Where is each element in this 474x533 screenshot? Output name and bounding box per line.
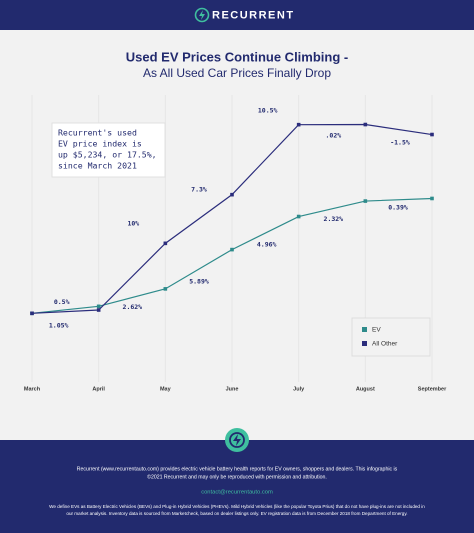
footer-text: Recurrent (www.recurrentauto.com) provid…: [77, 466, 398, 472]
x-tick-label: May: [160, 386, 172, 392]
data-label: -1.5%: [390, 139, 410, 147]
data-label: .02%: [326, 132, 342, 140]
legend-swatch: [362, 327, 367, 332]
point: [296, 122, 301, 127]
point: [363, 122, 368, 127]
chart-subtitle: As All Used Car Prices Finally Drop: [143, 66, 331, 80]
point: [363, 199, 368, 203]
x-tick-label: April: [92, 386, 105, 392]
annotation-text: Recurrent's used: [58, 128, 137, 138]
annotation-text: EV price index is: [58, 139, 142, 149]
footer-note: We define EVs as Battery Electric Vehicl…: [49, 504, 425, 509]
data-label: 1.05%: [49, 321, 69, 329]
point: [430, 132, 434, 137]
annotation-text: up $5,234, or 17.5%,: [58, 150, 157, 160]
footer-text: ©2021 Recurrent and may only be reproduc…: [147, 473, 327, 480]
chart-panel: [0, 30, 474, 440]
point: [230, 192, 234, 197]
logo-text: RECURRENT: [212, 9, 295, 21]
point: [230, 247, 234, 252]
annotation-text: since March 2021: [58, 161, 137, 171]
point: [96, 308, 101, 312]
point: [296, 214, 301, 219]
point: [30, 311, 34, 316]
footer-icon-ring: [229, 432, 245, 448]
data-label: 4.96%: [257, 241, 277, 249]
point: [163, 241, 168, 246]
header-bar: [0, 0, 474, 30]
footer-bar: [0, 440, 474, 533]
chart-title: Used EV Prices Continue Climbing -: [126, 49, 348, 64]
legend-box: [351, 317, 431, 357]
data-label: 2.62%: [123, 303, 143, 311]
annotation-box: [51, 122, 166, 178]
logo-bolt: [199, 10, 205, 20]
x-tick-label: July: [293, 386, 305, 392]
x-tick-label: June: [226, 386, 239, 392]
x-tick-label: September: [418, 386, 447, 392]
footer-note: our market analysis. Inventory data is s…: [66, 511, 407, 516]
contact-link[interactable]: contact@recurrentauto.com: [201, 490, 273, 496]
data-label: 10.5%: [258, 107, 278, 115]
data-label: 2.32%: [324, 215, 344, 223]
data-label: 0.5%: [54, 298, 70, 306]
point: [430, 196, 434, 201]
point: [163, 287, 168, 291]
data-label: 10%: [127, 219, 139, 227]
legend-swatch: [362, 341, 367, 346]
x-tick-label: August: [356, 386, 375, 392]
data-label: 0.39%: [388, 203, 408, 211]
legend-label: EV: [372, 327, 381, 334]
x-tick-label: March: [24, 386, 41, 392]
data-label: 5.89%: [189, 278, 209, 286]
legend-label: All Other: [372, 341, 398, 348]
logo-icon: [194, 7, 210, 23]
footer-bolt: [233, 434, 241, 446]
data-label: 7.3%: [191, 186, 207, 194]
point: [96, 304, 101, 309]
